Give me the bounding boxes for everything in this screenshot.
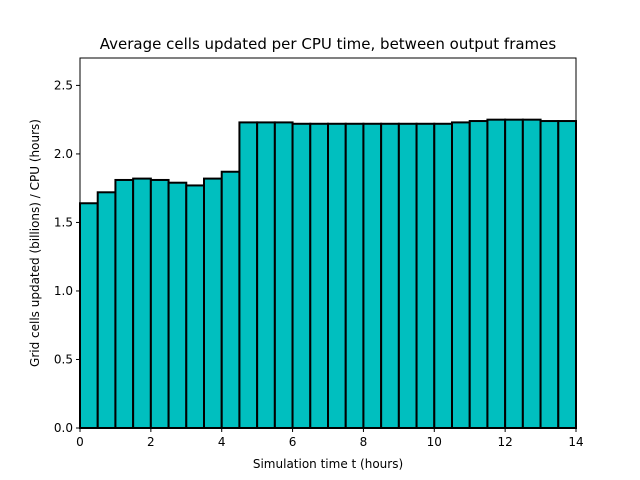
y-axis-ticks: 0.0 0.5 1.0 1.5 2.0 2.5	[54, 78, 80, 435]
bar-18	[397, 122, 418, 430]
x-tick-label-1: 2	[147, 435, 155, 449]
bar-1	[96, 191, 117, 429]
bar-21	[451, 121, 471, 429]
bar-5	[167, 181, 188, 429]
bar-12	[291, 122, 312, 430]
x-tick-label-7: 14	[568, 435, 583, 449]
x-tick-label-0: 0	[76, 435, 84, 449]
x-tick-label-6: 12	[498, 435, 513, 449]
bar-15	[344, 122, 365, 430]
chart-title: Average cells updated per CPU time, betw…	[100, 35, 557, 53]
y-tick-label-1: 0.5	[54, 352, 73, 366]
y-tick-label-4: 2.0	[54, 147, 73, 161]
bar-11	[273, 121, 294, 429]
plot-frame	[79, 57, 577, 429]
bar-2	[114, 178, 135, 429]
bars-group	[79, 118, 577, 430]
bar-20	[433, 122, 453, 430]
bar-4	[149, 178, 170, 429]
bar-27	[557, 120, 577, 429]
x-tick-label-2: 4	[218, 435, 226, 449]
bar-24	[504, 118, 524, 430]
x-tick-label-3: 6	[289, 435, 297, 449]
bar-22	[468, 120, 489, 429]
bar-17	[380, 122, 400, 430]
x-axis-label: Simulation time t (hours)	[253, 457, 403, 471]
bar-9	[238, 121, 259, 429]
bar-13	[309, 122, 329, 430]
y-tick-label-2: 1.0	[54, 284, 73, 298]
bar-23	[486, 118, 507, 430]
y-tick-label-0: 0.0	[54, 421, 73, 435]
bar-19	[415, 122, 436, 430]
x-axis-ticks: 0 2 4 6 8 10 12 14	[76, 428, 584, 449]
bar-10	[256, 121, 276, 429]
bar-0	[79, 202, 99, 429]
y-tick-label-5: 2.5	[54, 78, 73, 92]
bar-16	[362, 122, 383, 430]
x-tick-label-5: 10	[427, 435, 442, 449]
bar-26	[539, 120, 560, 429]
x-tick-label-4: 8	[360, 435, 368, 449]
bar-25	[521, 118, 542, 430]
bar-8	[220, 170, 241, 429]
y-tick-label-3: 1.5	[54, 215, 73, 229]
bar-6	[185, 184, 206, 429]
bar-3	[132, 177, 152, 429]
bar-7	[203, 177, 223, 429]
bar-14	[327, 122, 347, 430]
y-axis-label: Grid cells updated (billions) / CPU (hou…	[28, 119, 42, 367]
